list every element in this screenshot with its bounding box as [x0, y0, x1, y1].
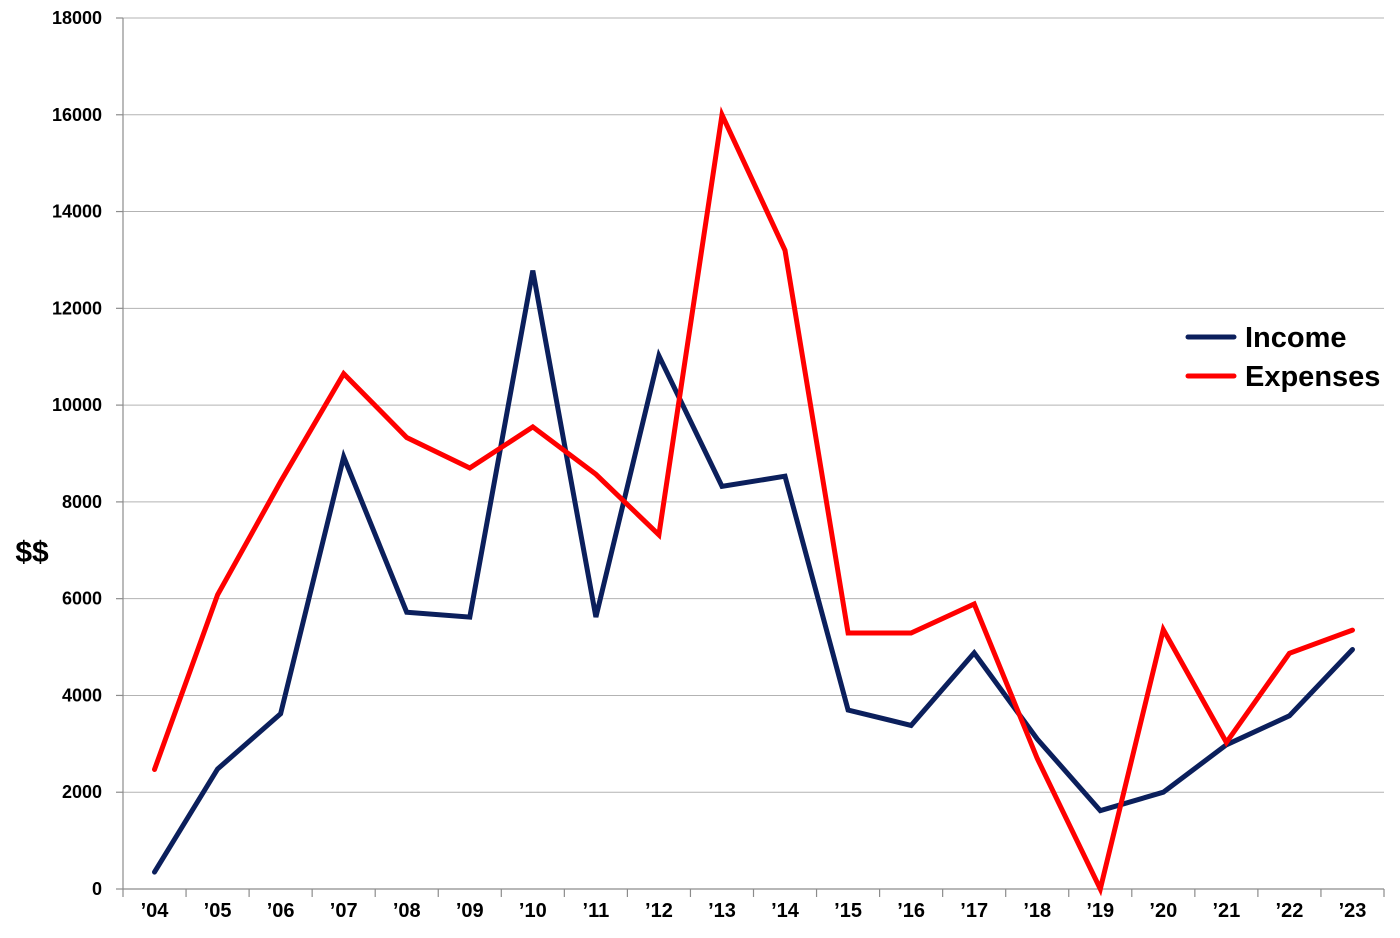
legend-label-expenses: Expenses: [1245, 361, 1380, 393]
gridlines: [123, 17, 1384, 793]
x-tick-label: ’04: [141, 900, 170, 922]
x-tick-label: ’23: [1339, 900, 1367, 922]
y-tick-label: 16000: [52, 105, 102, 125]
x-tick-label: ’15: [834, 900, 862, 922]
y-axis-tick-labels: 0 2000 4000 6000 8000 10000 12000 14000 16000 180…: [52, 8, 102, 899]
y-tick-label: 6000: [62, 589, 102, 609]
x-tick-label: ’18: [1023, 900, 1051, 922]
axes: [116, 17, 1385, 897]
y-tick-label: 12000: [52, 298, 102, 318]
x-tick-label: ’13: [708, 900, 736, 922]
x-tick-label: ’10: [519, 900, 547, 922]
y-tick-label: 0: [92, 879, 102, 899]
x-tick-label: ’05: [204, 900, 232, 922]
x-tick-label: ’09: [456, 900, 484, 922]
y-tick-label: 14000: [52, 202, 102, 222]
x-tick-label: ’12: [645, 900, 673, 922]
x-tick-label: ’20: [1149, 900, 1177, 922]
y-tick-label: 10000: [52, 395, 102, 415]
series-line-income: [152, 270, 1355, 875]
x-tick-label: ’14: [771, 900, 800, 922]
x-tick-label: ’08: [393, 900, 421, 922]
y-tick-label: 4000: [62, 685, 102, 705]
x-tick-label: ’06: [267, 900, 295, 922]
y-tick-label: 18000: [52, 8, 102, 28]
x-tick-label: ’11: [583, 900, 610, 922]
x-tick-label: ’07: [330, 900, 358, 922]
legend: Income Expenses: [1185, 322, 1380, 393]
legend-label-income: Income: [1245, 322, 1347, 354]
x-axis-tick-labels: ’04 ’05 ’06 ’07 ’08 ’09 ’10 ’11 ’12 ’13 ’14 ’15 ’16 ’…: [141, 900, 1367, 922]
x-tick-label: ’21: [1212, 900, 1240, 922]
y-tick-label: 8000: [62, 492, 102, 512]
y-tick-label: 2000: [62, 782, 102, 802]
y-axis-label: $$: [15, 536, 49, 569]
x-tick-label: ’19: [1086, 900, 1114, 922]
x-tick-label: ’16: [897, 900, 925, 922]
series-line-expenses: [152, 106, 1355, 897]
data-series: [152, 106, 1355, 897]
x-tick-label: ’22: [1276, 900, 1304, 922]
x-tick-label: ’17: [960, 900, 988, 922]
